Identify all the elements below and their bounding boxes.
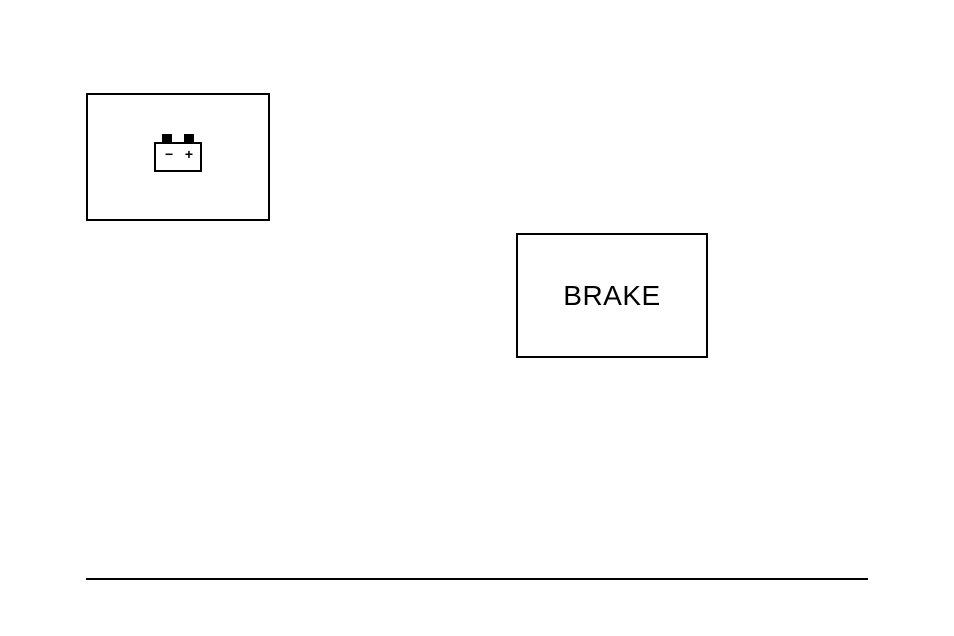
battery-indicator: − + [86, 93, 270, 221]
brake-label: BRAKE [563, 280, 660, 312]
battery-terminal-negative [162, 134, 172, 144]
brake-indicator: BRAKE [516, 233, 708, 358]
battery-terminal-positive [184, 134, 194, 144]
battery-icon: − + [154, 142, 202, 172]
battery-minus-symbol: − [165, 147, 173, 161]
battery-plus-symbol: + [185, 147, 193, 161]
footer-divider [86, 578, 868, 580]
